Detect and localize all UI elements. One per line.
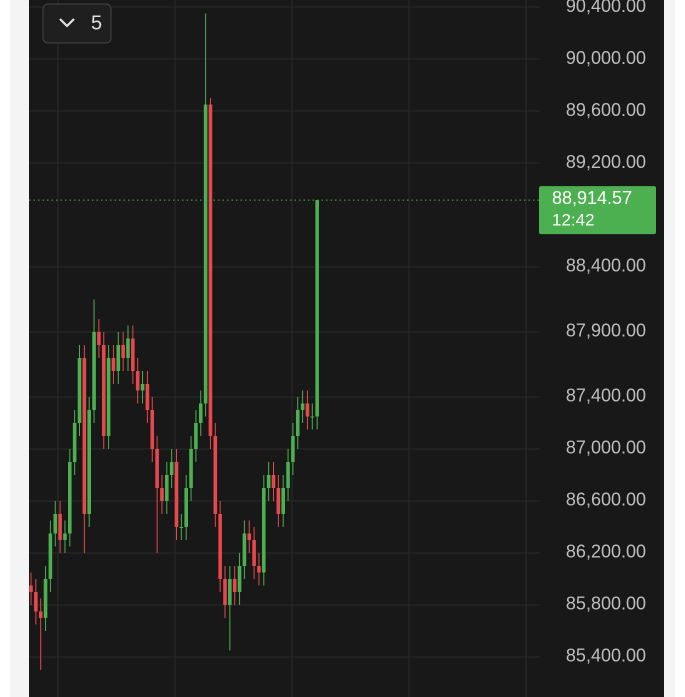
candles [29, 13, 319, 670]
candle-body [208, 104, 213, 436]
candle-body [38, 611, 43, 618]
candle-body [291, 435, 295, 462]
candle-body [218, 513, 222, 579]
candle-body [276, 487, 281, 514]
candle-body [223, 578, 227, 605]
candle-body [286, 461, 290, 488]
candle-body [257, 565, 261, 573]
candle-body [111, 357, 116, 371]
candle-body [150, 409, 155, 449]
candle-body [116, 344, 121, 371]
candle-body [174, 461, 179, 527]
candle-body [126, 338, 130, 358]
y-tick-label: 89,200.00 [566, 152, 646, 172]
candle-body [97, 331, 101, 345]
time-grid [57, 0, 527, 697]
price-label: 88,914.57 [552, 188, 632, 208]
y-tick-label: 89,600.00 [566, 100, 646, 120]
y-tick-label: 87,400.00 [566, 386, 646, 406]
candle-body [295, 409, 300, 436]
candle-body [247, 533, 252, 540]
candle-body [145, 383, 150, 410]
candle-body [281, 487, 285, 514]
candle-body [315, 200, 319, 417]
button-bg[interactable] [42, 3, 112, 44]
candle-body [34, 591, 38, 612]
interval-button[interactable]: 5 [42, 3, 112, 44]
candle-body [165, 474, 169, 501]
candle-body [72, 422, 77, 462]
grid: 85,400.00 85,800.00 86,200.00 86,600.00 87,0… [29, 0, 646, 666]
candle-body [131, 338, 135, 371]
y-tick-label: 90,400.00 [566, 0, 646, 16]
candle-body [252, 539, 256, 566]
candle-body [271, 474, 276, 488]
candle-body [169, 461, 174, 475]
candle-body [87, 409, 91, 514]
candle-body [198, 403, 203, 423]
y-tick-label: 86,200.00 [566, 542, 646, 562]
candle-body [43, 578, 48, 618]
candle-body [101, 344, 106, 436]
candle-body [203, 104, 208, 404]
y-tick-label: 85,800.00 [566, 594, 646, 614]
overlay: 88,914.57 12:42 [29, 186, 656, 235]
candle-body [228, 578, 232, 605]
candle-body [310, 416, 315, 418]
y-tick-label: 88,400.00 [566, 256, 646, 276]
candle-body [48, 533, 53, 579]
candle-body [77, 357, 82, 423]
candle-body [155, 448, 159, 488]
candle-body [194, 422, 198, 449]
candle-body [179, 526, 184, 528]
candle-body [305, 403, 310, 417]
candle-body [300, 403, 305, 410]
candle-body [63, 533, 67, 540]
candle-body [213, 435, 218, 514]
candle-body [106, 357, 111, 436]
y-tick-label: 90,000.00 [566, 48, 646, 68]
candle-body [140, 383, 145, 391]
interval-label: 5 [91, 12, 102, 34]
candle-body [237, 565, 242, 592]
time-label: 12:42 [552, 211, 595, 230]
candle-body [184, 487, 188, 527]
candle-body [58, 513, 62, 540]
plot-area [29, 0, 664, 697]
chevron-icon [59, 18, 75, 28]
y-tick-label: 87,000.00 [566, 438, 646, 458]
candle-body [242, 533, 247, 566]
y-tick-label: 85,400.00 [566, 646, 646, 666]
candle-body [82, 357, 87, 514]
price-badge [539, 186, 656, 235]
candle-body [262, 487, 266, 573]
candle-body [68, 461, 72, 534]
y-tick-label: 86,600.00 [566, 490, 646, 510]
candle-body [232, 578, 237, 592]
candle-body [53, 513, 58, 534]
candle-body [121, 344, 125, 358]
y-tick-label: 87,900.00 [566, 321, 646, 341]
candle-body [29, 585, 33, 592]
candle-body [135, 370, 140, 391]
candle-body [92, 331, 96, 410]
candle-body [266, 474, 271, 488]
candle-body [160, 487, 164, 501]
candle-body [189, 448, 193, 488]
